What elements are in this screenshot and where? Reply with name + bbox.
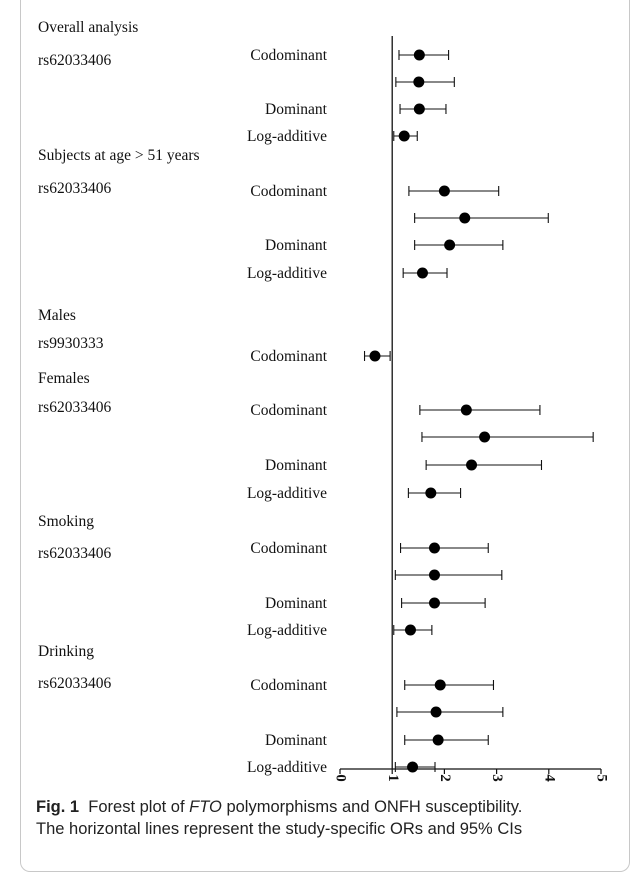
caption-line-2: The horizontal lines represent the study… [36,820,523,838]
model-label: Dominant [265,101,328,118]
forest-plot: 0 1 2 3 4 5 Overall analysis rs62033406 Codomina… [38,19,610,782]
figure-frame [20,0,630,872]
or-point [466,459,478,471]
x-tick-label: 4 [541,774,557,782]
model-label: Dominant [265,732,328,749]
snp-label: rs62033406 [38,675,111,692]
or-point [438,185,450,197]
or-point [459,212,471,224]
model-label: Log-additive [247,485,327,502]
or-point [434,679,446,691]
model-label: Codominant [250,47,327,64]
model-label: Log-additive [247,759,327,776]
or-point [413,103,425,115]
x-tick-label: 1 [385,774,401,782]
or-point [460,404,472,416]
caption-label: Fig. 1 [36,798,80,816]
model-label: Dominant [265,237,328,254]
or-point [407,761,419,773]
group-heading: Females [38,370,90,387]
x-tick-label: 2 [437,774,453,782]
model-label: Codominant [250,540,327,557]
group-heading: Subjects at age > 51 years [38,147,200,164]
caption-text-end: polymorphisms and ONFH susceptibility. [221,798,523,816]
x-tick-label: 3 [489,774,505,782]
or-point [413,76,425,88]
x-tick-label: 0 [333,774,349,782]
or-point [428,569,440,581]
or-point [404,624,416,636]
or-point [430,706,442,718]
caption-text-start: Forest plot of [88,798,190,816]
group-heading: Drinking [38,643,94,660]
snp-label: rs62033406 [38,52,111,69]
caption-gene: FTO [189,798,222,816]
model-label: Codominant [250,677,327,694]
figure-caption: Fig. 1 Forest plot of FTO polymorphisms … [36,796,626,840]
model-label: Codominant [250,402,327,419]
or-point [444,239,456,251]
or-point [428,542,440,554]
group-heading: Smoking [38,513,94,530]
model-label: Log-additive [247,265,327,282]
or-point [425,487,437,499]
group-heading: Overall analysis [38,19,138,36]
snp-label: rs9930333 [38,335,104,352]
or-point [428,597,440,609]
or-point [479,431,491,443]
model-label: Codominant [250,183,327,200]
or-point [413,49,425,61]
model-label: Log-additive [247,622,327,639]
or-point [416,267,428,279]
snp-label: rs62033406 [38,180,111,197]
snp-label: rs62033406 [38,399,111,416]
or-point [432,734,444,746]
model-label: Dominant [265,595,328,612]
snp-label: rs62033406 [38,545,111,562]
x-tick-label: 5 [594,774,610,782]
model-label: Dominant [265,457,328,474]
or-point [398,130,410,142]
group-heading: Males [38,307,76,324]
model-label: Codominant [250,348,327,365]
or-point [369,350,381,362]
model-label: Log-additive [247,128,327,145]
